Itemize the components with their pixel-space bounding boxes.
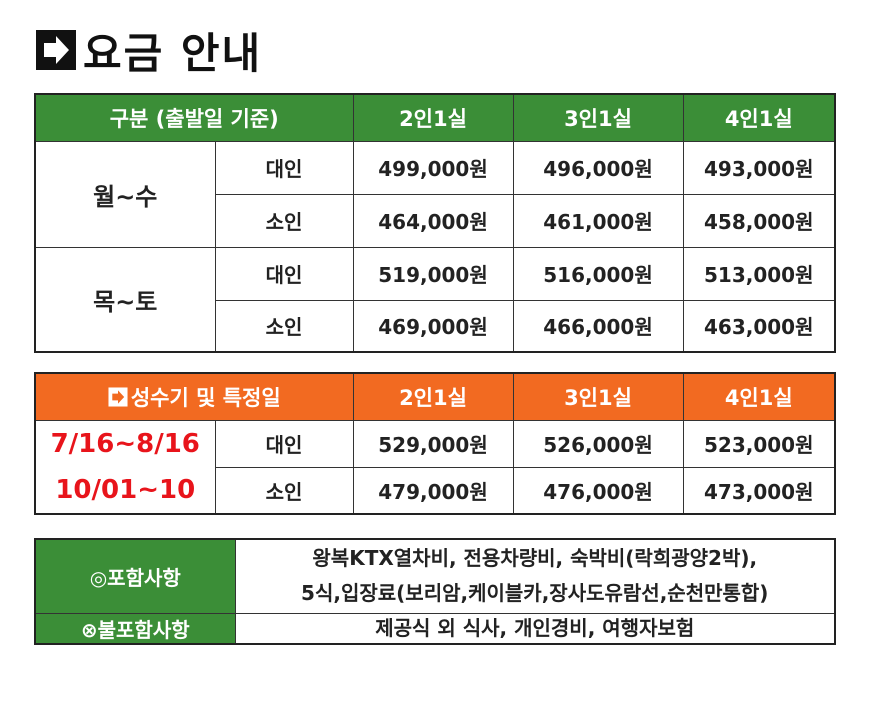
price: 493,000원 (682, 140, 836, 195)
price: 466,000원 (512, 299, 684, 353)
row-type: 대인 (214, 419, 354, 468)
price: 526,000원 (512, 419, 684, 468)
price: 479,000원 (352, 466, 514, 515)
price: 496,000원 (512, 140, 684, 195)
row-type: 대인 (214, 140, 354, 195)
peak-table: 성수기 및 특정일 2인1실 3인1실 4인1실 7/16~8/16 대인 529,… (34, 372, 836, 515)
header-cell: 구분 (출발일 기준) (34, 93, 354, 142)
price-table: 구분 (출발일 기준) 2인1실 3인1실 4인1실 월~수 대인 499,000원… (34, 93, 836, 353)
period: 7/16~8/16 (34, 420, 216, 467)
price: 464,000원 (352, 193, 514, 248)
row-type: 소인 (214, 466, 354, 515)
header-cell: 3인1실 (512, 93, 684, 142)
row-label: ◎포함사항 (34, 538, 236, 614)
header-text: 성수기 및 특정일 (130, 385, 281, 410)
row-label: ⊗불포함사항 (34, 612, 236, 644)
row: 월~수 대인 499,000원 496,000원 493,000원 (34, 140, 836, 248)
price: 499,000원 (352, 140, 514, 195)
price: 458,000원 (682, 193, 836, 248)
arrow-icon (36, 30, 76, 70)
row: 소인 464,000원 461,000원 458,000원 (35, 193, 836, 248)
content-line: 제공식 외 식사, 개인경비, 여행자보험 (375, 615, 695, 640)
price: 461,000원 (512, 193, 684, 248)
header-cell: 3인1실 (512, 372, 684, 421)
header-cell: 4인1실 (682, 372, 836, 421)
header-cell: 2인1실 (352, 372, 514, 421)
group-label: 월~수 (34, 140, 216, 248)
header-cell: 2인1실 (352, 93, 514, 142)
price: 516,000원 (512, 246, 684, 301)
row-type: 소인 (214, 299, 354, 353)
row-content: 왕복KTX열차비, 전용차량비, 숙박비(락희광양2박), 5식,입장료(보리암,… (234, 538, 836, 614)
group-label: 목~토 (34, 246, 216, 353)
header-cell: 4인1실 (682, 93, 836, 142)
price: 476,000원 (512, 466, 684, 515)
row: ◎포함사항 왕복KTX열차비, 전용차량비, 숙박비(락희광양2박), 5식,입장료… (34, 538, 836, 614)
price: 513,000원 (682, 246, 836, 301)
price: 523,000원 (682, 419, 836, 468)
title-block: 요금 안내 (35, 24, 262, 78)
row-type: 대인 (214, 246, 354, 301)
price: 463,000원 (682, 299, 836, 353)
arrow-icon (108, 387, 128, 407)
period: 10/01~10 (34, 467, 216, 514)
price: 519,000원 (352, 246, 514, 301)
content-line: 왕복KTX열차비, 전용차량비, 숙박비(락희광양2박), (312, 546, 758, 571)
row: 소인 469,000원 466,000원 463,000원 (35, 299, 836, 353)
inclusion-table: ◎포함사항 왕복KTX열차비, 전용차량비, 숙박비(락희광양2박), 5식,입장료… (34, 538, 836, 645)
row: 목~토 대인 519,000원 516,000원 513,000원 (34, 246, 836, 353)
price: 529,000원 (352, 419, 514, 468)
price: 473,000원 (682, 466, 836, 515)
row: 7/16~8/16 대인 529,000원 526,000원 523,000원 (34, 419, 836, 468)
page-title: 요금 안내 (83, 28, 263, 78)
row: 10/01~10 소인 479,000원 476,000원 473,000원 (34, 466, 836, 515)
content-line: 5식,입장료(보리암,케이블카,장사도유람선,순천만통합) (301, 581, 769, 606)
row-content: 제공식 외 식사, 개인경비, 여행자보험 (234, 612, 836, 644)
price: 469,000원 (352, 299, 514, 353)
row: ⊗불포함사항 제공식 외 식사, 개인경비, 여행자보험 (34, 612, 836, 644)
row-type: 소인 (214, 193, 354, 248)
header-cell: 성수기 및 특정일 (34, 372, 354, 421)
